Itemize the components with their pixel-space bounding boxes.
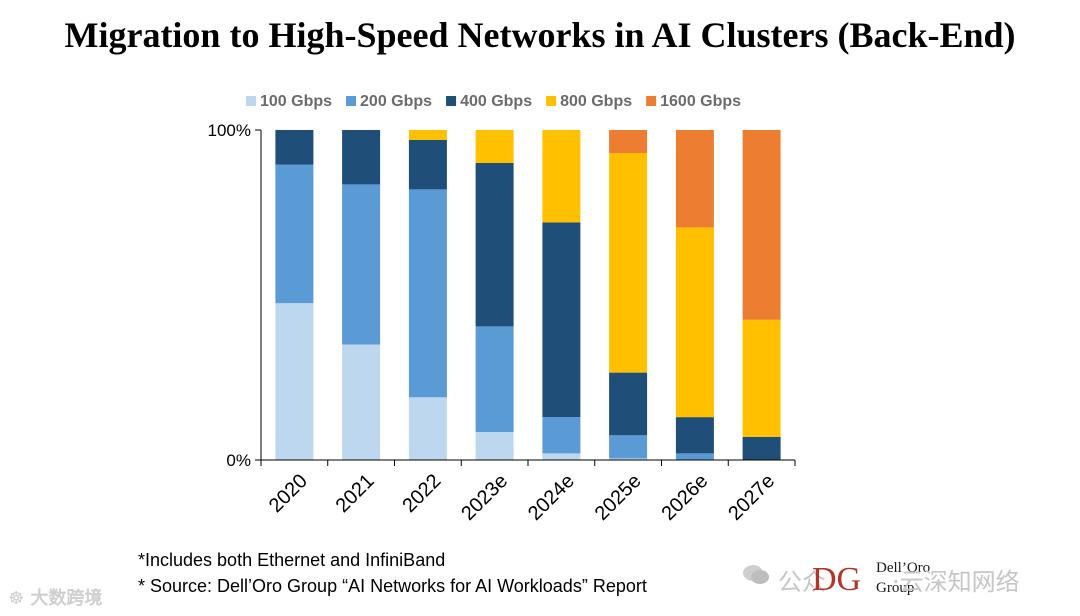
x-tick-label-2020: 2020	[265, 470, 312, 517]
bar-2023e-800-gbps	[475, 130, 514, 163]
bar-2024e-400-gbps	[542, 222, 581, 418]
logo-mark-text: DG	[812, 561, 861, 596]
legend-swatch-1600-gbps	[646, 96, 657, 106]
axes	[260, 130, 795, 461]
bar-2027e-1600-gbps	[742, 130, 781, 320]
bar-2025e-100-gbps	[609, 458, 648, 460]
x-tick-label-2021: 2021	[332, 470, 379, 517]
bar-2020-100-gbps	[275, 303, 314, 461]
dello-logo-mark: DG	[812, 561, 861, 596]
bar-2024e-800-gbps	[542, 130, 581, 223]
bar-2020-200-gbps	[275, 164, 314, 304]
bar-2024e-100-gbps	[542, 453, 581, 460]
bar-2025e-200-gbps	[609, 435, 648, 459]
legend-swatch-800-gbps	[546, 96, 557, 106]
legend-label: 1600 Gbps	[660, 93, 741, 110]
bar-2026e-1600-gbps	[675, 130, 714, 228]
bar-2021-200-gbps	[342, 184, 381, 345]
bar-2027e-400-gbps	[742, 436, 781, 460]
bars	[275, 130, 781, 461]
logo-line1: Dell’Oro	[876, 560, 931, 576]
bar-2020-400-gbps	[275, 130, 314, 165]
legend-swatch-100-gbps	[246, 96, 256, 106]
bar-2025e-800-gbps	[609, 153, 648, 373]
bar-2026e-200-gbps	[675, 453, 714, 460]
bar-2025e-1600-gbps	[609, 130, 648, 154]
logo-line2: Group	[876, 580, 915, 596]
wechat-icon	[743, 565, 769, 584]
bar-2026e-400-gbps	[675, 417, 714, 454]
legend-label: 200 Gbps	[360, 93, 432, 110]
bar-2023e-100-gbps	[475, 431, 514, 460]
legend-label: 400 Gbps	[460, 93, 532, 110]
x-tick-label-2025e: 2025e	[591, 470, 646, 525]
bar-2022-100-gbps	[408, 397, 447, 460]
watermark-left: ☸ 大数跨境	[8, 584, 102, 610]
bar-2021-100-gbps	[342, 344, 381, 460]
bar-2025e-400-gbps	[609, 372, 648, 436]
bar-2023e-200-gbps	[475, 326, 514, 432]
x-tick-label-2024e: 2024e	[524, 470, 579, 525]
footnote-2: * Source: Dell’Oro Group “AI Networks fo…	[138, 576, 647, 596]
bar-2022-400-gbps	[408, 139, 447, 190]
legend-swatch-400-gbps	[446, 96, 457, 106]
dello-logo-text: Dell’Oro Group	[876, 558, 930, 598]
legend-label: 800 Gbps	[560, 93, 632, 110]
x-tick-label-2027e: 2027e	[724, 470, 779, 525]
x-tick-label-2022: 2022	[398, 470, 445, 517]
category-labels: 2020 2021 2022 2023e 2024e 2025e 2026e 2027e	[265, 470, 779, 525]
bar-2022-800-gbps	[408, 130, 447, 140]
bar-2021-400-gbps	[342, 130, 381, 185]
y-tick-label: 100%	[208, 121, 251, 140]
bar-2022-200-gbps	[408, 189, 447, 398]
x-tick-label-2026e: 2026e	[658, 470, 713, 525]
bar-2026e-800-gbps	[675, 227, 714, 418]
x-tick-label-2023e: 2023e	[457, 470, 512, 525]
chart-title: Migration to High-Speed Networks in AI C…	[64, 15, 1016, 55]
legend-swatch-200-gbps	[346, 96, 357, 106]
y-tick-label: 0%	[226, 451, 251, 470]
watermark-left-text: 大数跨境	[30, 588, 103, 609]
watermark-left-icon: ☸	[8, 588, 25, 609]
bar-2023e-400-gbps	[475, 163, 514, 327]
watermark-right-b: ·云深知网络	[892, 568, 1020, 596]
bar-2024e-200-gbps	[542, 417, 581, 454]
legend: 100 Gbps 200 Gbps 400 Gbps 800 Gbps 1600 Gbp…	[246, 93, 741, 110]
bar-2027e-800-gbps	[742, 319, 781, 437]
legend-label: 100 Gbps	[260, 93, 332, 110]
ticks: 0% 100%	[208, 121, 796, 470]
watermark-right-a: 公众	[778, 568, 826, 596]
footnote-1: *Includes both Ethernet and InfiniBand	[138, 550, 446, 570]
